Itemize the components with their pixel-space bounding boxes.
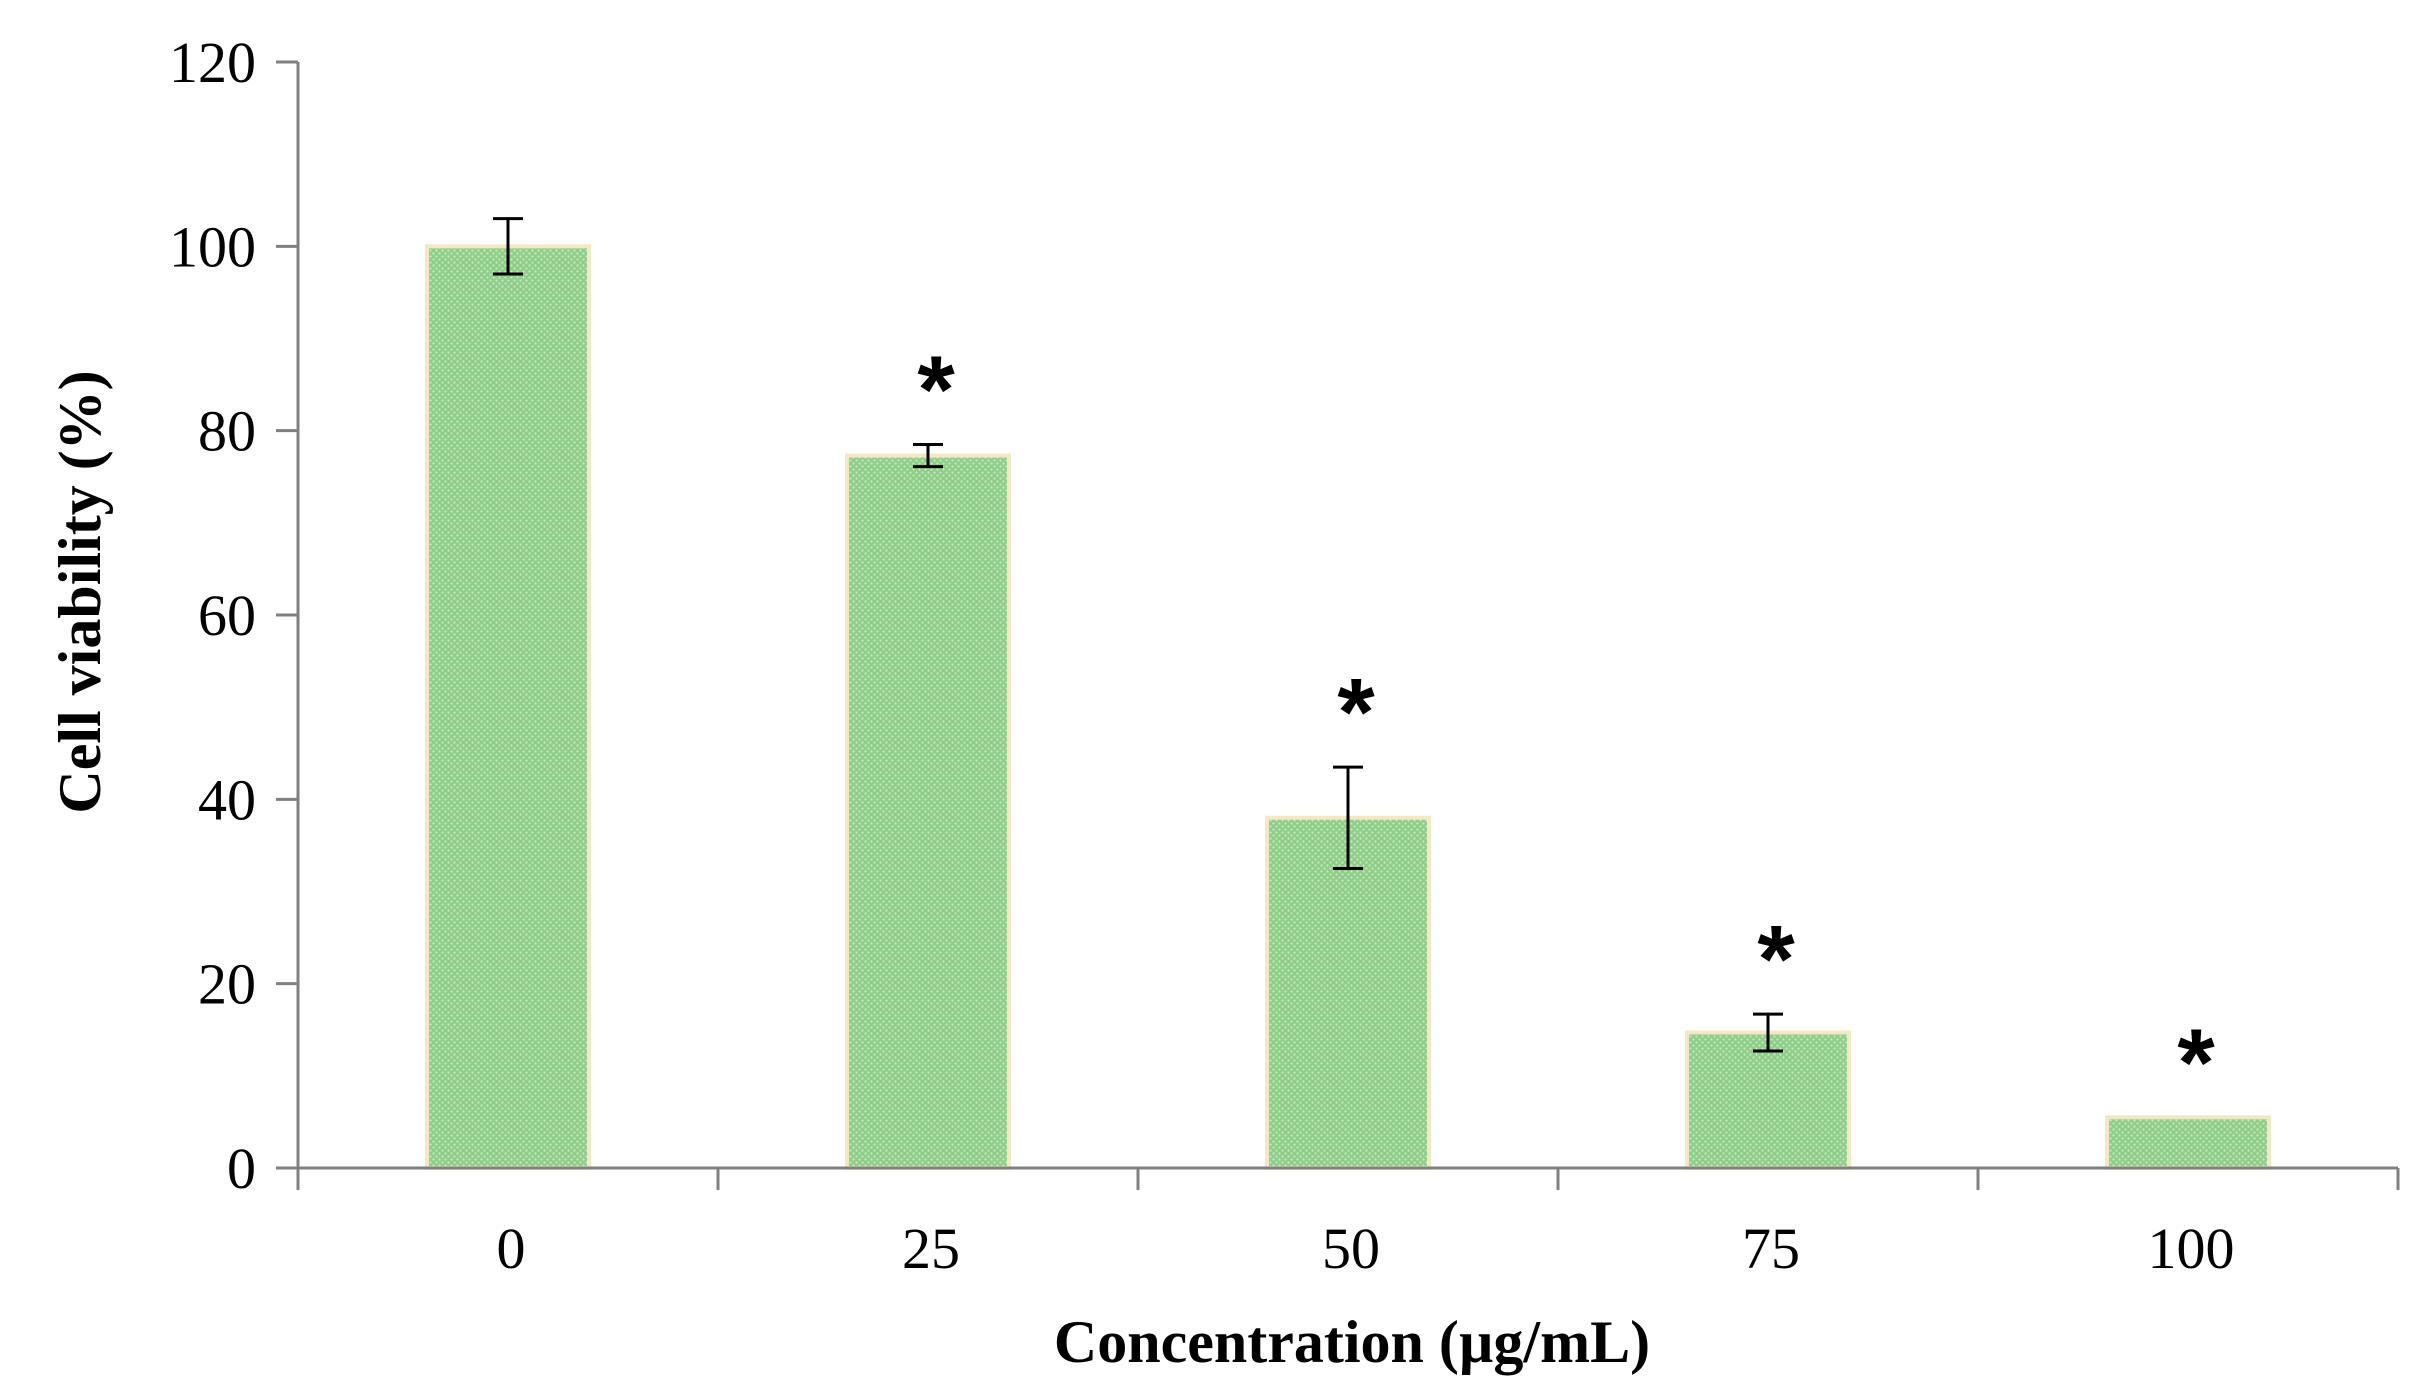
significance-marker-25: * xyxy=(917,336,955,443)
x-tick-label-0: 0 xyxy=(497,1216,526,1281)
y-tick-label-40: 40 xyxy=(198,767,256,832)
axes-layer xyxy=(276,60,2400,1190)
bar-50 xyxy=(1265,815,1431,1170)
x-tick-label-50: 50 xyxy=(1322,1216,1380,1281)
bar-0 xyxy=(425,244,591,1171)
y-tick-label-60: 60 xyxy=(198,583,256,648)
x-tick-label-25: 25 xyxy=(902,1216,960,1281)
y-tick-label-80: 80 xyxy=(198,399,256,464)
error-bar-0 xyxy=(493,217,523,276)
error-bar-50 xyxy=(1333,765,1363,870)
error-bar-75 xyxy=(1753,1012,1783,1053)
y-tick-label-0: 0 xyxy=(227,1136,256,1201)
bar-25 xyxy=(845,453,1011,1170)
y-tick-label-20: 20 xyxy=(198,952,256,1017)
bar-100 xyxy=(2105,1115,2271,1171)
error-bar-25 xyxy=(913,442,943,469)
error-bars-layer xyxy=(493,217,1783,1053)
significance-marker-100: * xyxy=(2177,1009,2215,1116)
labels-layer: 0 * 25 * 50 * 75 * 100 0 20 40 60 80 100 120 xyxy=(169,30,2235,1281)
y-axis-title: Cell viability (%) xyxy=(47,370,113,813)
y-tick-label-100: 100 xyxy=(169,214,256,279)
x-tick-label-75: 75 xyxy=(1742,1216,1800,1281)
x-axis-title: Concentration (µg/mL) xyxy=(1054,1309,1650,1375)
significance-marker-75: * xyxy=(1757,906,1795,1013)
bar-75 xyxy=(1685,1030,1851,1171)
significance-marker-50: * xyxy=(1337,659,1375,766)
y-tick-label-120: 120 xyxy=(169,30,256,95)
x-tick-label-100: 100 xyxy=(2148,1216,2235,1281)
